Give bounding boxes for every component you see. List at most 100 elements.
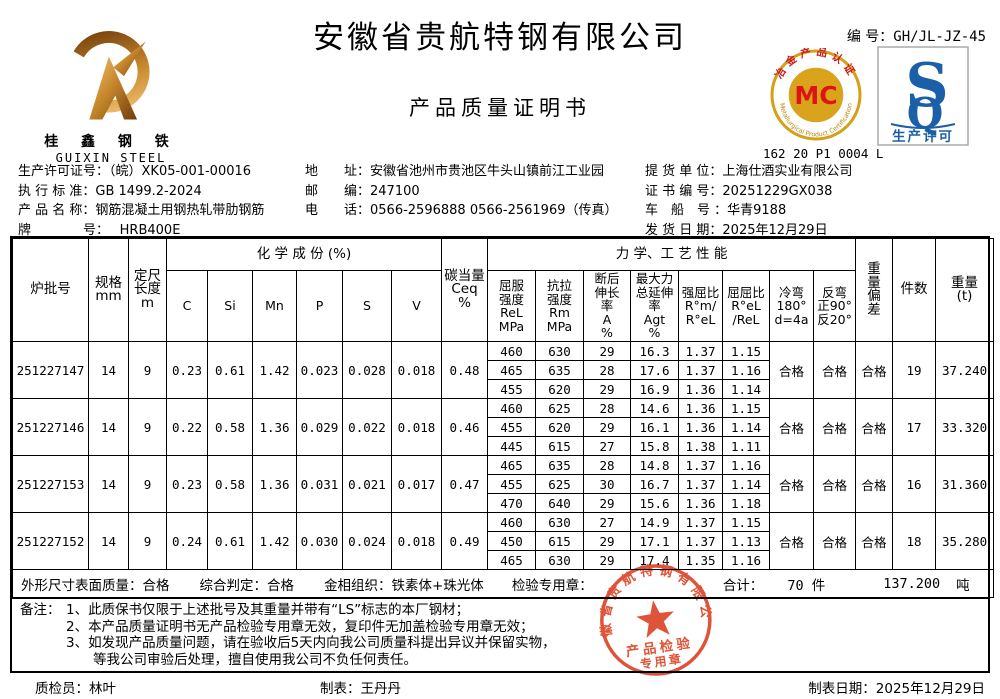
- quality-data-table: 炉批号 规格 mm 定尺 长度 m 化 学 成 份 (%) 碳当量 Ceq % …: [11, 238, 995, 598]
- cell-mech-2: 29: [583, 379, 631, 399]
- company-name: 安徽省贵航特钢有限公司: [313, 20, 687, 56]
- summary-total-pieces: 70 件: [787, 577, 826, 594]
- batch-subrow: 251227153 14 9 0.23 0.58 1.36 0.031 0.021 0.017 0…: [12, 455, 995, 513]
- batch-subrow: 455 620 29 16.9 1.36 1.14: [13, 379, 994, 399]
- cell-mech-0: 470: [487, 493, 536, 513]
- cell-chem-c: 0.22: [166, 398, 208, 456]
- cell-ceq: 0.48: [441, 341, 488, 399]
- cell-spec: 14: [88, 512, 129, 570]
- cell-mech-3: 14.9: [630, 512, 679, 532]
- col-header-si: Si: [207, 270, 253, 342]
- cell-chem-mn: 1.36: [252, 455, 297, 513]
- cell-chem-p: 0.029: [296, 398, 343, 456]
- document-number-value: GH/JL-JZ-45: [893, 29, 986, 45]
- cell-chem-s: 0.028: [342, 341, 392, 399]
- col-header-length: 定尺 长度 m: [128, 238, 167, 342]
- cell-weight-dev-result: 合格: [855, 512, 894, 570]
- info-certificate-no: 证 书 编 号：20251229GX038: [645, 182, 1000, 202]
- cell-mech-4: 1.37: [678, 360, 723, 380]
- cell-cold-bend-result: 合格: [769, 512, 814, 570]
- cell-batch-no: 251227153: [12, 455, 89, 513]
- guixin-logo: 桂 鑫 钢 铁 GUIXIN STEEL: [34, 24, 188, 165]
- sq-production-license: S Q 生产许可: [877, 46, 969, 150]
- cell-mech-5: 1.13: [722, 531, 770, 551]
- summary-metallography: 金相组织：铁素体+珠光体: [324, 574, 484, 594]
- cell-cold-bend-result: 合格: [769, 341, 814, 399]
- cell-reverse-bend-result: 合格: [812, 455, 857, 513]
- cell-mech-4: 1.37: [678, 455, 723, 475]
- cell-weight-dev-result: 合格: [855, 455, 894, 513]
- cell-chem-mn: 1.36: [252, 398, 297, 456]
- sq-license-icon: S Q 生产许可: [877, 46, 969, 146]
- cell-mech-5: 1.16: [722, 360, 770, 380]
- cell-chem-mn: 1.42: [252, 341, 297, 399]
- summary-surface-value: 合格: [142, 577, 170, 594]
- sq-letter-s: S: [905, 51, 948, 121]
- cell-pieces: 17: [892, 398, 937, 456]
- cell-ceq: 0.47: [441, 455, 488, 513]
- tabulation-date: 制表日期：2025年12月29日: [808, 677, 985, 697]
- batch-subrow: 465 630 29 17.4 1.35 1.16: [13, 550, 994, 570]
- group-header-mechanical: 力 学、工 艺 性 能: [486, 238, 857, 271]
- summary-surface: 外形尺寸表面质量：合格: [21, 574, 170, 594]
- certificate-header: 桂 鑫 钢 铁 GUIXIN STEEL 安徽省贵航特钢有限公司 产品质量证明书…: [0, 0, 1000, 165]
- cell-mech-4: 1.36: [678, 493, 723, 513]
- info-address: 地 址：安徽省池州市贵池区牛头山镇前江工业园: [305, 162, 645, 182]
- col-header-rel-rel-ratio: 屈屈比 R°eL /ReL: [722, 270, 770, 342]
- cell-chem-v: 0.018: [391, 398, 442, 456]
- col-header-p: P: [296, 270, 343, 342]
- cell-batch-no: 251227147: [12, 341, 89, 399]
- document-number: 编 号：GH/JL-JZ-45: [847, 26, 986, 46]
- guixin-steel-logo-icon: [68, 31, 150, 120]
- cell-length: 9: [128, 398, 167, 456]
- cell-weight: 35.280: [935, 512, 995, 570]
- batch-subrow: 251227147 14 9 0.23 0.61 1.42 0.023 0.028 0.018 0…: [12, 341, 995, 399]
- info-label: 生产许可证号：: [18, 164, 110, 179]
- col-header-rel: 屈服 强度 ReL MPa: [487, 270, 536, 342]
- document-number-label: 编 号：: [846, 29, 894, 45]
- info-value: 0566-2596888 0566-2561969（传真）: [370, 203, 618, 218]
- cell-chem-p: 0.030: [296, 512, 343, 570]
- cell-mech-0: 465: [487, 550, 536, 570]
- mc-certification-icon: MC 冶金产品认证 Metallurgical Product Certific…: [770, 45, 862, 141]
- info-label: 电 话：: [305, 203, 371, 218]
- info-label: 邮 编：: [305, 183, 371, 199]
- cell-mech-5: 1.15: [722, 512, 770, 532]
- info-label: 车 船 号 ：: [645, 203, 728, 218]
- info-value: 安徽省池州市贵池区牛头山镇前江工业园: [370, 164, 605, 179]
- group-header-chemistry: 化 学 成 份 (%): [166, 238, 442, 271]
- info-column-left: 生产许可证号：（皖）XK05-001-00016 执 行 标 准：GB 1499…: [18, 162, 305, 238]
- cell-mech-1: 640: [535, 493, 584, 513]
- info-label: 提 货 单 位：: [645, 164, 723, 179]
- cell-mech-3: 15.8: [630, 436, 679, 456]
- info-value: 247100: [370, 183, 420, 199]
- cell-mech-1: 635: [535, 360, 584, 380]
- cell-weight: 33.320: [935, 398, 995, 456]
- cell-batch-no: 251227146: [12, 398, 89, 456]
- certificate-footer: 质检员：林叶 制表：王丹丹 制表日期：2025年12月29日: [0, 677, 1000, 699]
- cell-ceq: 0.49: [441, 512, 488, 570]
- cell-mech-0: 460: [487, 512, 536, 532]
- info-label: 证 书 编 号：: [645, 183, 723, 199]
- cell-mech-0: 455: [487, 417, 536, 437]
- cell-mech-3: 17.4: [630, 550, 679, 570]
- mc-certification: MC 冶金产品认证 Metallurgical Product Certific…: [763, 45, 884, 161]
- cell-mech-1: 625: [535, 398, 584, 418]
- cell-cold-bend-result: 合格: [769, 398, 814, 456]
- certificate-sheet: 炉批号 规格 mm 定尺 长度 m 化 学 成 份 (%) 碳当量 Ceq % …: [10, 236, 995, 673]
- summary-total-unit: 吨: [956, 577, 970, 594]
- cell-mech-1: 620: [535, 417, 584, 437]
- sq-license-label: 生产许可: [892, 128, 954, 145]
- info-label: 发 货 日 期：: [645, 222, 723, 238]
- stamp-line2: 专用章: [639, 651, 684, 672]
- cell-chem-p: 0.031: [296, 455, 343, 513]
- cell-mech-0: 450: [487, 531, 536, 551]
- col-header-spec: 规格 mm: [88, 238, 129, 342]
- cell-mech-4: 1.36: [678, 417, 723, 437]
- cell-chem-p: 0.023: [296, 341, 343, 399]
- mc-certificate-number: 162 20 P1 0004 L: [763, 146, 884, 161]
- cell-weight-dev-result: 合格: [855, 398, 894, 456]
- document-title: 产品质量证明书: [409, 96, 591, 120]
- cell-spec: 14: [88, 455, 129, 513]
- cell-mech-5: 1.16: [722, 455, 770, 475]
